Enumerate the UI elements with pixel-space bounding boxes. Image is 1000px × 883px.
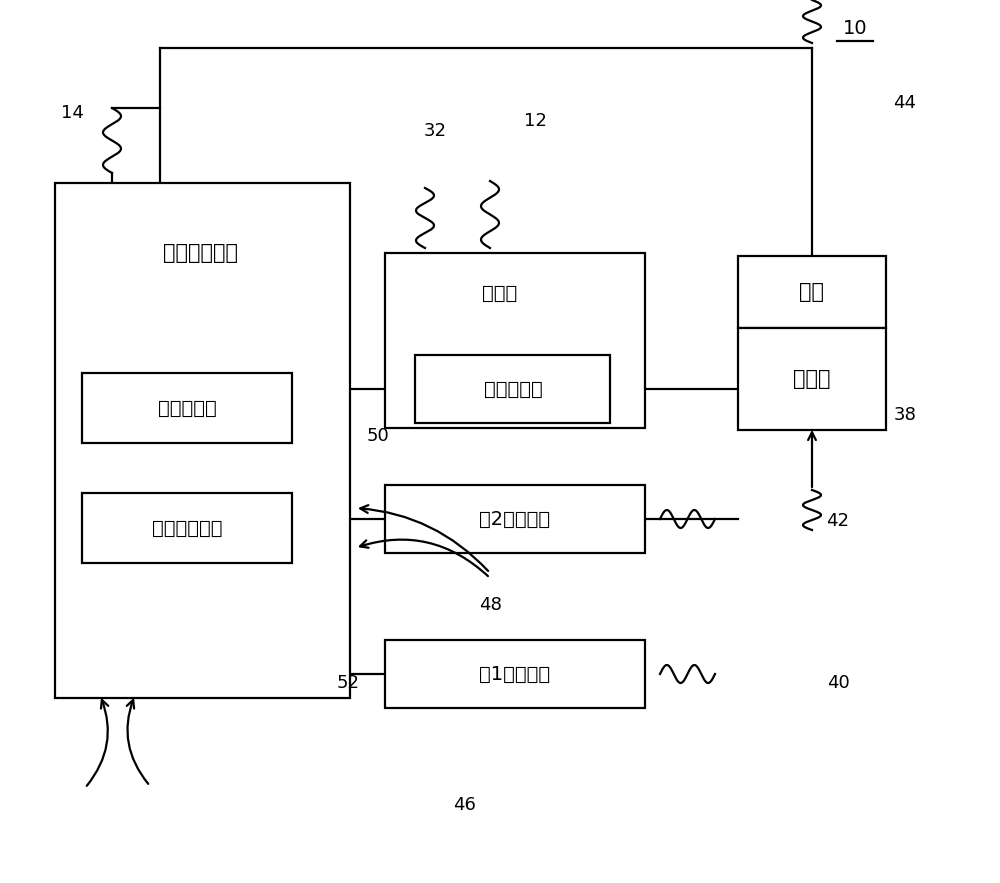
Bar: [55, 183, 350, 698]
Text: 50: 50: [367, 427, 389, 445]
Text: 32: 32: [424, 122, 446, 140]
Bar: [82, 373, 292, 443]
Text: 10: 10: [843, 19, 867, 37]
Text: 12: 12: [524, 112, 546, 130]
Bar: [415, 355, 610, 423]
Text: 14: 14: [61, 104, 83, 122]
Text: 机器人: 机器人: [482, 283, 518, 303]
Text: 52: 52: [336, 674, 360, 692]
Bar: [738, 328, 886, 430]
Bar: [385, 485, 645, 553]
Text: 第2力传感器: 第2力传感器: [479, 509, 551, 529]
Text: 操作部: 操作部: [793, 369, 831, 389]
Text: 动作控制部: 动作控制部: [158, 398, 216, 418]
Text: 46: 46: [454, 796, 476, 814]
Text: 第1力传感器: 第1力传感器: [479, 665, 551, 683]
Text: 44: 44: [894, 94, 916, 112]
Bar: [385, 640, 645, 708]
Bar: [738, 256, 886, 328]
Text: 开关: 开关: [800, 282, 824, 302]
Text: 伺服电动机: 伺服电动机: [484, 380, 542, 398]
Bar: [82, 493, 292, 563]
Text: 42: 42: [826, 512, 850, 530]
Bar: [385, 253, 645, 428]
Text: 48: 48: [479, 596, 501, 614]
Text: 38: 38: [894, 406, 916, 424]
Text: 40: 40: [827, 674, 849, 692]
Text: 接触力计算部: 接触力计算部: [152, 518, 222, 538]
Text: 机器人控制部: 机器人控制部: [162, 243, 238, 263]
